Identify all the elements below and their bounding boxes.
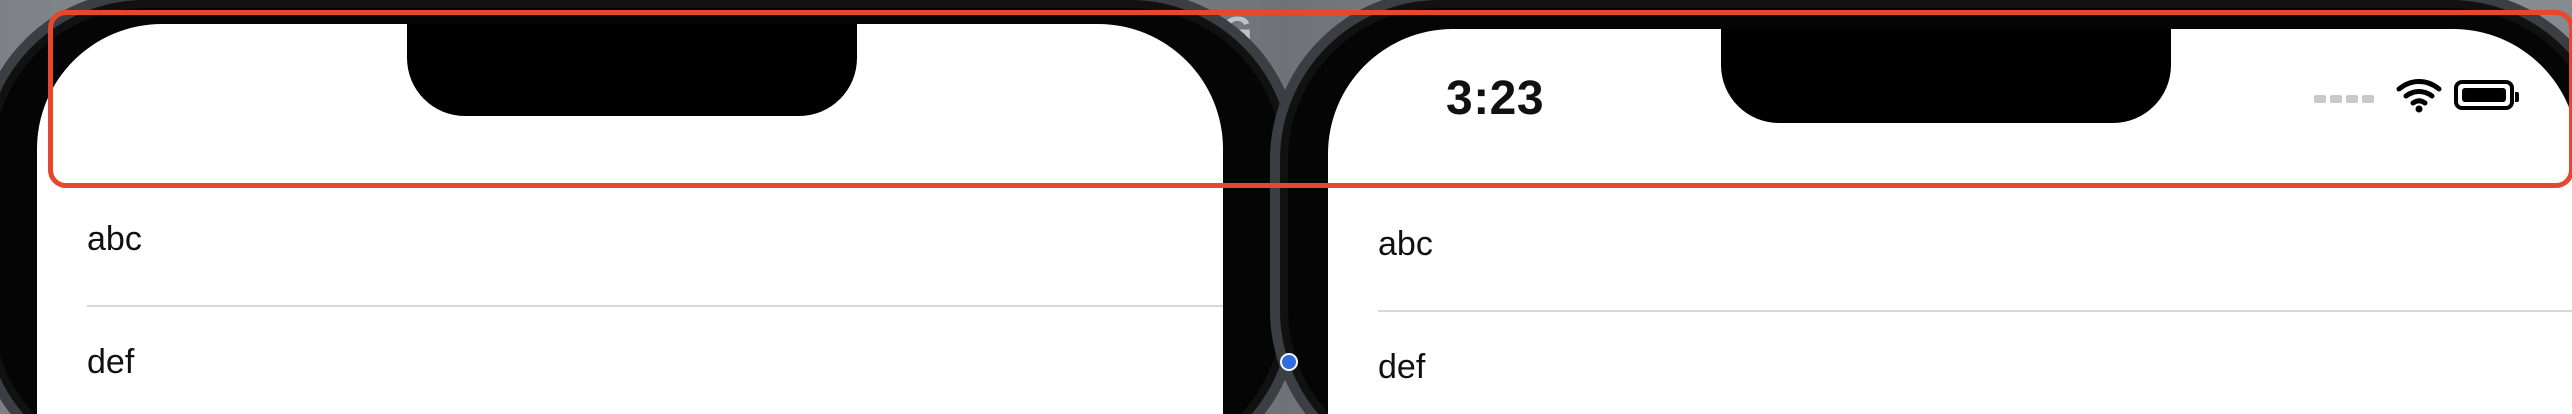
left-phone-notch bbox=[407, 24, 857, 116]
status-time: 3:23 bbox=[1446, 72, 1545, 125]
right-phone-frame: 3:23 abc def bbox=[1270, 0, 2572, 414]
list-item[interactable]: abc bbox=[1378, 189, 2572, 312]
right-phone-screen: 3:23 abc def bbox=[1328, 29, 2572, 414]
right-phone-notch bbox=[1721, 29, 2171, 123]
battery-icon bbox=[2454, 80, 2519, 110]
left-phone-frame: abc def bbox=[0, 0, 1300, 414]
list-item-label: def bbox=[1378, 348, 1426, 386]
list-item-label: def bbox=[87, 343, 135, 381]
status-icons bbox=[2314, 75, 2524, 115]
list-item[interactable]: def bbox=[87, 307, 1223, 414]
list-item[interactable]: def bbox=[1378, 312, 2572, 414]
right-list: abc def bbox=[1328, 189, 2572, 414]
list-item-label: abc bbox=[87, 220, 142, 258]
cellular-signal-icon bbox=[2314, 93, 2374, 103]
comparison-divider-handle[interactable] bbox=[1280, 353, 1298, 371]
list-item[interactable]: abc bbox=[87, 184, 1223, 307]
left-phone-screen: abc def bbox=[37, 24, 1223, 414]
list-item-label: abc bbox=[1378, 225, 1433, 263]
status-bar-highlight-box bbox=[48, 10, 2572, 188]
left-list: abc def bbox=[37, 184, 1223, 414]
wifi-icon bbox=[2396, 79, 2442, 113]
